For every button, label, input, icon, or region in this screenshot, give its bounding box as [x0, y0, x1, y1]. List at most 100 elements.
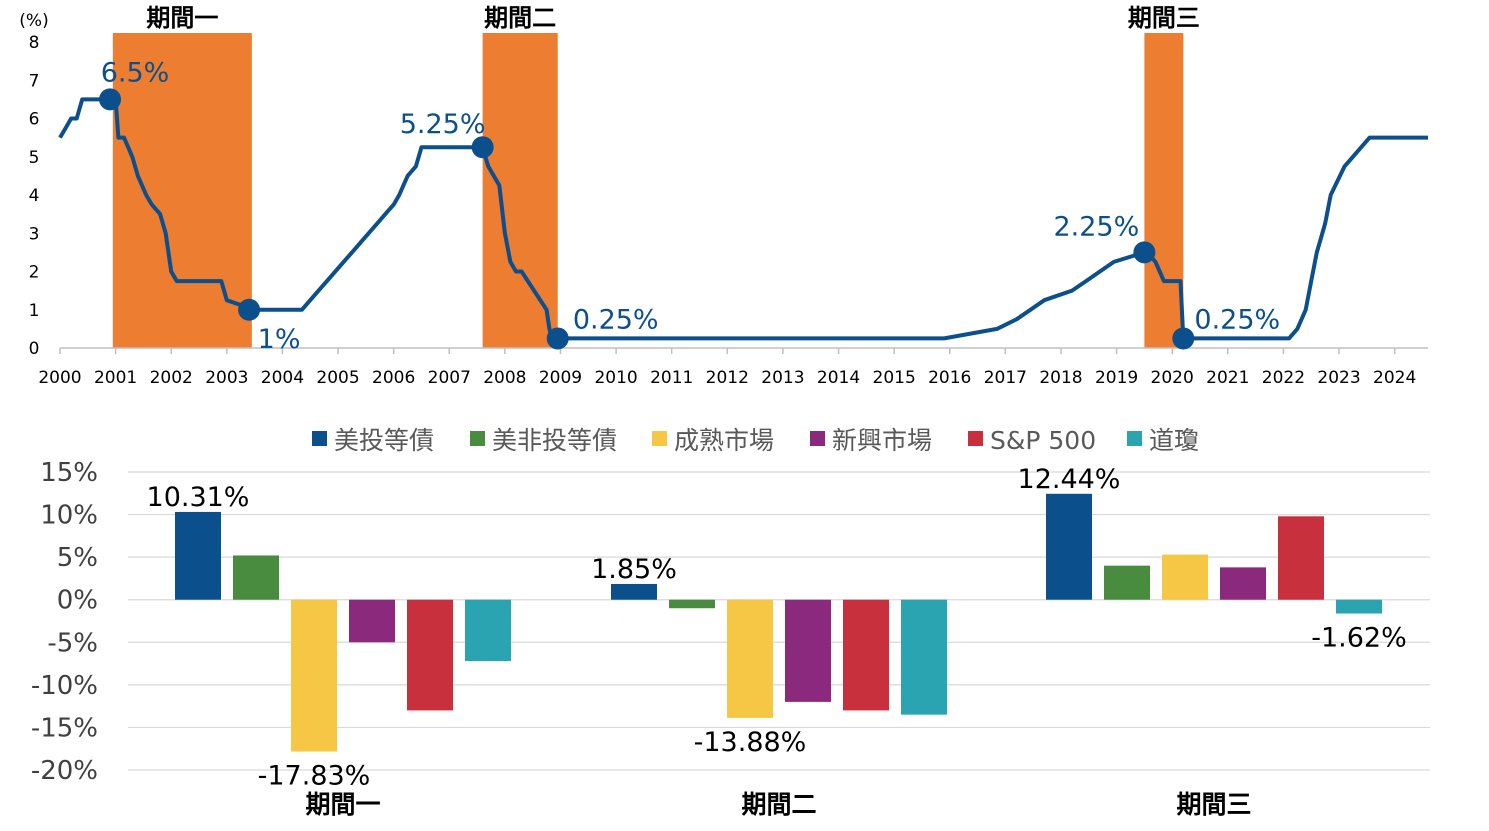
y-tick-label: -10% — [31, 671, 98, 701]
y-tick-label: 6 — [29, 110, 40, 130]
x-tick-label: 2009 — [539, 368, 582, 388]
x-tick-label: 2017 — [984, 368, 1027, 388]
x-tick-label: 2010 — [594, 368, 637, 388]
returns-bar-chart: 15% 10% 5% 0% -5% -10% -15% -20% 美投等債 美非投等債 成熟市場 新興… — [31, 426, 1430, 819]
y-tick-label: 0 — [29, 339, 40, 359]
legend-swatch — [1127, 431, 1142, 446]
x-tick-label: 2001 — [94, 368, 137, 388]
bar — [1162, 554, 1208, 600]
bar — [1278, 516, 1324, 600]
bar — [1104, 565, 1150, 600]
period-label-1: 期間一 — [146, 4, 218, 32]
y-tick-label: 8 — [29, 33, 40, 53]
legend-swatch — [968, 431, 983, 446]
y-tick-label: 1 — [29, 301, 40, 321]
x-tick-label: 2007 — [428, 368, 471, 388]
bar — [1220, 567, 1266, 600]
rate-marker-label: 2.25% — [1053, 211, 1139, 242]
x-tick-label: 2023 — [1317, 368, 1360, 388]
period-band-1 — [112, 33, 252, 348]
bar — [611, 583, 657, 600]
legend-label: S&P 500 — [990, 426, 1096, 455]
bar — [407, 599, 453, 711]
rate-marker-label: 0.25% — [573, 304, 659, 335]
bar-data-label: -13.88% — [694, 727, 807, 758]
rate-marker-label: 1% — [258, 324, 301, 355]
rate-marker — [238, 298, 261, 321]
x-tick-label: 2024 — [1373, 368, 1416, 388]
y-tick-label: 2 — [29, 263, 40, 283]
bar — [291, 599, 337, 752]
x-tick-label: 2011 — [650, 368, 693, 388]
x-tick-label: 2013 — [761, 368, 804, 388]
bar — [901, 599, 947, 715]
bar — [465, 599, 511, 662]
bar — [669, 599, 715, 609]
x-tick-label: 2014 — [817, 368, 860, 388]
bar — [349, 599, 395, 643]
y-unit-label: (%) — [19, 11, 48, 31]
rate-marker-label: 5.25% — [400, 109, 486, 140]
rate-marker — [99, 88, 122, 111]
x-tick-label: 2015 — [873, 368, 916, 388]
y-tick-label: 5 — [29, 148, 40, 168]
x-tick-label: 2020 — [1151, 368, 1194, 388]
period-label-3: 期間三 — [1128, 4, 1200, 32]
bar-data-label: 12.44% — [1018, 464, 1121, 495]
rate-marker — [1133, 241, 1156, 264]
bar — [233, 555, 279, 600]
bar-data-label: -17.83% — [258, 761, 371, 792]
bar — [1046, 493, 1092, 600]
y-tick-label: 0% — [57, 586, 98, 616]
x-tick-label: 2004 — [261, 368, 304, 388]
bar — [843, 599, 889, 711]
rate-marker — [471, 136, 494, 159]
bar-data-label: -1.62% — [1311, 623, 1407, 654]
y-tick-label: 5% — [57, 543, 98, 573]
category-label: 期間三 — [1176, 790, 1251, 819]
rate-marker — [1172, 327, 1195, 350]
x-tick-label: 2008 — [483, 368, 526, 388]
period-band-2 — [482, 33, 558, 348]
legend-label: 成熟市場 — [674, 426, 774, 455]
legend-swatch — [652, 431, 667, 446]
y-tick-label: 15% — [40, 458, 98, 488]
y-tick-label: 4 — [29, 186, 40, 206]
period-label-2: 期間二 — [484, 4, 556, 32]
y-tick-label: 3 — [29, 224, 40, 244]
x-tick-label: 2002 — [150, 368, 193, 388]
legend-label: 道瓊 — [1149, 426, 1199, 455]
legend-swatch — [470, 431, 485, 446]
x-tick-label: 2005 — [316, 368, 359, 388]
bar-data-label: 10.31% — [147, 482, 250, 513]
y-tick-label: -5% — [47, 628, 98, 658]
category-label: 期間二 — [741, 790, 816, 819]
x-tick-label: 2021 — [1206, 368, 1249, 388]
x-tick-label: 2018 — [1039, 368, 1082, 388]
x-tick-label: 2006 — [372, 368, 415, 388]
x-tick-label: 2019 — [1095, 368, 1138, 388]
bar — [727, 599, 773, 718]
y-tick-label: -20% — [31, 756, 98, 786]
bar-data-label: 1.85% — [591, 554, 677, 585]
x-tick-label: 2003 — [205, 368, 248, 388]
legend-label: 美投等債 — [334, 426, 434, 455]
bar — [785, 599, 831, 702]
x-tick-label: 2022 — [1262, 368, 1305, 388]
y-tick-label: 10% — [40, 501, 98, 531]
y-tick-label: 7 — [29, 71, 40, 91]
bar — [1336, 599, 1382, 614]
legend-label: 新興市場 — [832, 426, 932, 455]
rate-series-line — [58, 97, 1428, 341]
x-tick-label: 2000 — [38, 368, 81, 388]
bar — [175, 511, 221, 600]
rate-marker — [546, 327, 569, 350]
legend-swatch — [312, 431, 327, 446]
period-band-3 — [1144, 33, 1184, 348]
category-label: 期間一 — [305, 790, 380, 819]
y-tick-label: -15% — [31, 713, 98, 743]
rate-marker-label: 0.25% — [1194, 304, 1280, 335]
rate-marker-label: 6.5% — [101, 57, 170, 88]
